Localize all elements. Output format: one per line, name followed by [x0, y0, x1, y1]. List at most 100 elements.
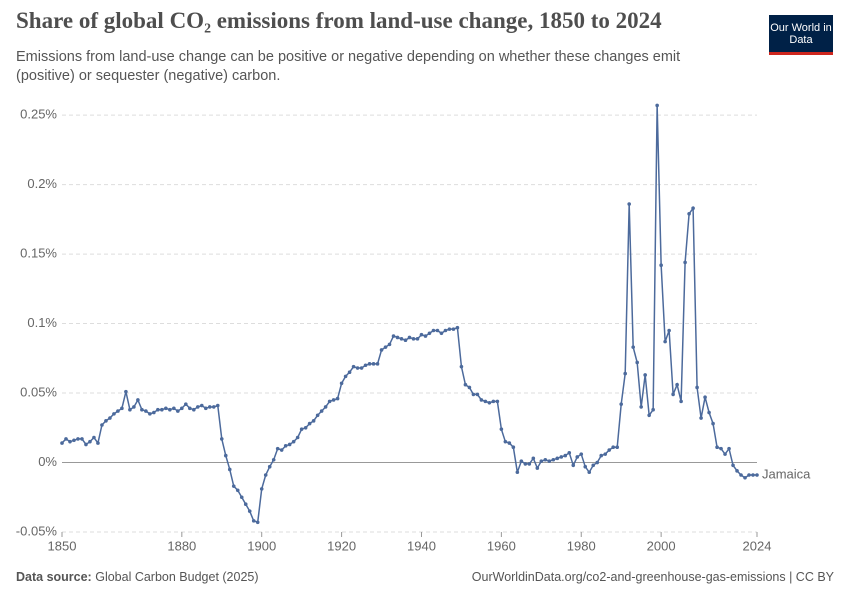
point [527, 462, 532, 466]
point [128, 407, 132, 412]
point [431, 328, 436, 333]
point [339, 381, 344, 386]
point [323, 405, 328, 409]
chart-subtitle: Emissions from land-use change can be po… [16, 49, 681, 84]
point [239, 495, 244, 500]
point [451, 327, 456, 331]
point [124, 389, 128, 394]
point [703, 395, 707, 400]
point [80, 437, 84, 441]
point [223, 453, 228, 458]
source-label: Data source: [16, 570, 92, 584]
x-tick-label: 1960 [487, 538, 516, 553]
point [331, 398, 336, 402]
point [615, 445, 620, 450]
point [251, 519, 256, 523]
point [172, 406, 176, 411]
point [363, 363, 368, 368]
point [307, 421, 312, 426]
point [655, 103, 659, 108]
point [491, 399, 496, 404]
point [355, 366, 360, 370]
point [495, 399, 500, 404]
point [579, 452, 584, 456]
point [120, 406, 124, 411]
point [695, 385, 699, 390]
point [60, 441, 64, 445]
point [515, 470, 520, 475]
point [499, 427, 504, 431]
point [156, 407, 160, 412]
footer-link[interactable]: OurWorldinData.org/co2-and-greenhouse-ga… [471, 570, 834, 584]
point [180, 406, 184, 411]
point [631, 345, 635, 349]
y-tick-label: 0.15% [20, 246, 57, 261]
point [531, 456, 536, 461]
point [411, 337, 416, 341]
point [439, 331, 444, 336]
point [519, 459, 524, 463]
point [379, 348, 384, 352]
point [311, 419, 316, 423]
logo[interactable]: Our World in Data [769, 15, 833, 55]
point [667, 328, 671, 333]
point [523, 462, 528, 466]
point [735, 469, 739, 473]
point [215, 403, 220, 408]
point [747, 473, 751, 477]
point [543, 457, 548, 462]
point [299, 427, 304, 431]
point [755, 473, 759, 477]
point [211, 405, 216, 409]
point [435, 328, 440, 333]
point [651, 407, 655, 412]
point [619, 402, 623, 406]
y-tick-label: 0.05% [20, 384, 57, 399]
point [64, 437, 68, 441]
point [443, 328, 448, 333]
point [343, 374, 348, 379]
point [196, 405, 200, 409]
point [627, 202, 631, 206]
point [587, 470, 592, 475]
point [319, 409, 324, 413]
point [723, 452, 727, 456]
source-text: Global Carbon Budget (2025) [95, 570, 259, 584]
point [475, 392, 480, 397]
point [148, 412, 152, 416]
point [164, 406, 168, 411]
point [168, 407, 172, 412]
point [231, 484, 236, 488]
point [487, 400, 492, 405]
point [599, 453, 604, 458]
point [367, 362, 372, 366]
point [731, 463, 735, 468]
point [551, 457, 556, 462]
point [132, 405, 136, 409]
point [188, 406, 192, 411]
point [699, 416, 703, 420]
point [267, 464, 272, 469]
point [335, 396, 340, 401]
point [152, 410, 156, 415]
point [291, 439, 296, 444]
point [639, 405, 643, 409]
point [112, 412, 116, 416]
point [375, 362, 380, 366]
point [144, 409, 148, 413]
y-tick-label: -0.05% [16, 523, 58, 538]
point [739, 473, 743, 477]
point [160, 407, 164, 412]
point [427, 331, 432, 336]
point [659, 263, 663, 267]
point [607, 448, 612, 452]
point [679, 399, 683, 404]
chart-title: Share of global CO₂ emissions from land-… [16, 8, 662, 33]
point [192, 407, 196, 412]
point [247, 509, 252, 513]
point [92, 435, 96, 440]
point [727, 446, 731, 451]
point [635, 360, 639, 365]
point [611, 445, 616, 450]
